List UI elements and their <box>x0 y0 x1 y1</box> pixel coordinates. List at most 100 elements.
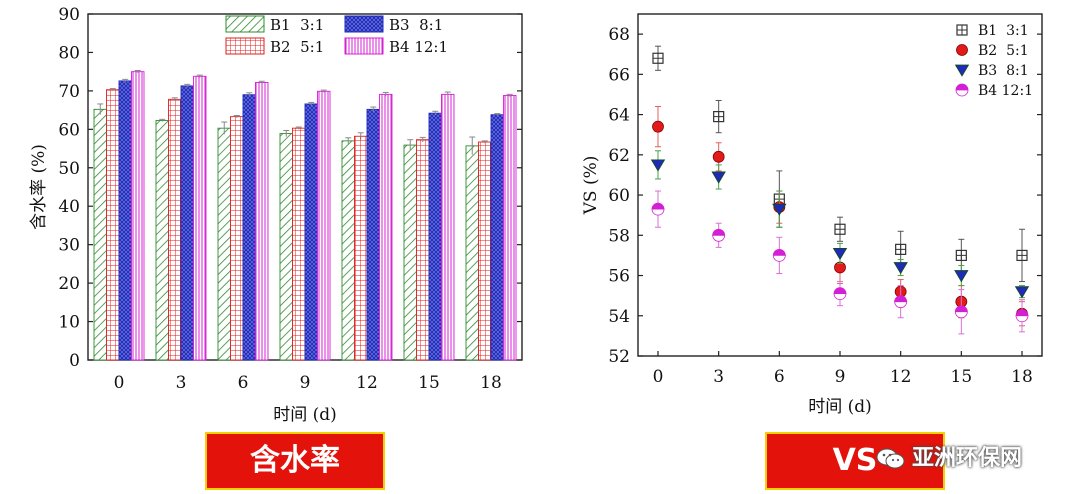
bar-b3 <box>304 103 318 361</box>
x-tick-label: 0 <box>114 373 125 393</box>
y-tick-label: 68 <box>608 25 630 45</box>
point-b4-lower <box>772 255 786 262</box>
bar-b4 <box>131 71 145 361</box>
y-tick-label: 60 <box>58 120 80 140</box>
bar-b4 <box>255 81 269 361</box>
moisture-bar-chart: 0 10 20 30 40 50 60 70 80 90 0 3 6 9 12 15 18 含水率 (%) 时间 (… <box>29 5 523 425</box>
y-tick-label: 50 <box>58 159 80 179</box>
bar-b4 <box>503 95 517 361</box>
y-tick-label: 20 <box>58 274 80 294</box>
point-b4-lower <box>712 234 726 242</box>
point-b1-cross <box>713 111 724 122</box>
x-axis-label: 时间 (d) <box>808 397 872 417</box>
watermark-text: 亚洲环保网 <box>912 446 1023 471</box>
point-b4 <box>772 249 786 256</box>
legend-marker-b1-cross <box>957 25 967 35</box>
x-tick-label: 6 <box>238 373 249 393</box>
legend-label-b3: B3 8:1 <box>389 16 443 34</box>
point-b4-lower <box>894 301 908 309</box>
y-tick-label: 58 <box>608 226 630 246</box>
bar-b2 <box>416 139 430 361</box>
point-b4-lower <box>1015 315 1029 323</box>
y-tick-label: 54 <box>608 307 630 327</box>
point-b3 <box>650 159 666 172</box>
y-tick-label: 80 <box>58 43 80 63</box>
y-tick-label: 0 <box>69 351 80 371</box>
bar-b1 <box>279 133 293 361</box>
point-b4 <box>954 305 968 313</box>
point-b4-lower <box>833 293 847 301</box>
bar-b1 <box>217 127 231 361</box>
y-axis-label: 含水率 (%) <box>29 144 49 230</box>
legend-label-b3: B3 8:1 <box>978 63 1029 79</box>
bar-b3 <box>490 114 504 361</box>
bar-b4 <box>379 93 393 361</box>
point-b2 <box>712 150 725 163</box>
y-tick-label: 66 <box>608 65 630 85</box>
wechat-icon <box>876 448 905 469</box>
y-tick-label: 56 <box>608 267 630 287</box>
y-axis-label: VS (%) <box>581 156 601 216</box>
y-tick-label: 30 <box>58 236 80 256</box>
legend-swatch-b3 <box>344 15 384 33</box>
x-tick-label: 15 <box>418 373 440 393</box>
point-b2 <box>652 120 664 133</box>
legend-label-b2: B2 5:1 <box>978 43 1029 59</box>
bar-b1 <box>341 140 355 361</box>
y-tick-label: 90 <box>58 5 80 25</box>
x-tick-label: 18 <box>1011 367 1033 387</box>
moisture-banner: 含水率 <box>205 432 385 490</box>
bar-b2 <box>354 135 368 361</box>
point-b4-lower <box>651 208 665 216</box>
legend-label-b4: B4 12:1 <box>978 83 1033 99</box>
point-b1-cross <box>956 250 967 261</box>
x-tick-label: 3 <box>176 373 187 393</box>
y-tick-label: 64 <box>608 106 630 126</box>
watermark: 亚洲环保网 <box>876 440 1076 480</box>
legend-label-b4: B4 12:1 <box>389 38 448 56</box>
legend-label-b1: B1 3:1 <box>978 23 1029 39</box>
point-b3 <box>893 262 908 275</box>
point-b4-lower <box>954 311 968 319</box>
point-b3 <box>772 203 787 216</box>
point-b4 <box>651 202 665 210</box>
bar-b4 <box>317 90 331 361</box>
bar-b1 <box>465 145 479 361</box>
y-tick-label: 60 <box>608 186 630 206</box>
bar-b2 <box>168 98 182 361</box>
x-tick-label: 18 <box>480 373 502 393</box>
point-b1-cross <box>835 224 845 235</box>
legend-swatch-b4 <box>344 37 384 55</box>
bar-b3 <box>366 108 380 361</box>
x-tick-label: 6 <box>774 367 785 387</box>
point-b1-cross <box>653 53 663 64</box>
y-tick-label: 52 <box>608 347 630 367</box>
bar-b3 <box>118 80 132 361</box>
x-tick-label: 12 <box>890 367 912 387</box>
x-tick-label: 0 <box>653 367 664 387</box>
point-b3 <box>954 270 969 283</box>
bar-b4 <box>193 75 207 361</box>
point-b3 <box>711 171 726 184</box>
x-tick-label: 9 <box>300 373 311 393</box>
vs-banner: VS <box>765 432 945 490</box>
bar-b3 <box>180 85 194 361</box>
bar-b2 <box>292 127 306 361</box>
y-tick-label: 10 <box>58 313 80 333</box>
legend-swatch-b1 <box>225 15 265 33</box>
y-tick-label: 40 <box>58 197 80 217</box>
point-b3 <box>832 248 848 261</box>
legend-marker-b4-lower <box>955 89 969 97</box>
point-b1-cross <box>895 244 906 255</box>
point-b4 <box>712 228 726 236</box>
x-tick-label: 15 <box>951 367 973 387</box>
bar-b2 <box>478 141 492 361</box>
bar-b1 <box>93 108 107 361</box>
bar-b3 <box>242 94 256 361</box>
y-tick-label: 62 <box>608 146 630 166</box>
point-b3 <box>1014 286 1030 299</box>
x-axis-label: 时间 (d) <box>273 405 337 425</box>
legend-marker-b4 <box>955 83 969 91</box>
bar-b2 <box>230 116 244 361</box>
